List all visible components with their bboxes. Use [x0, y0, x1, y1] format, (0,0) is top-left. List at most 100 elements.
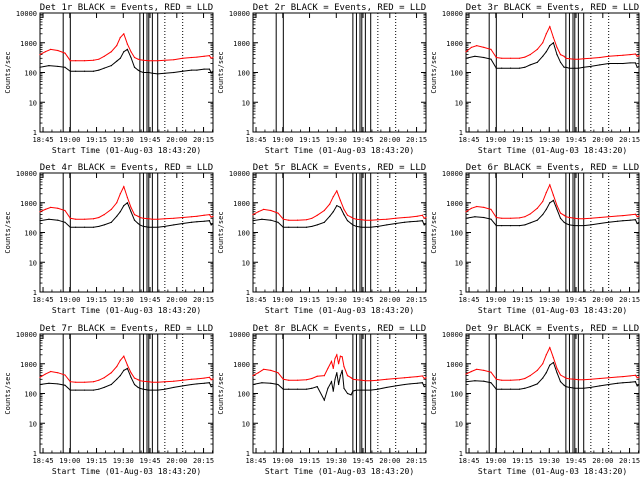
data-point [282, 378, 284, 380]
x-axis-label: Start Time (01-Aug-03 18:43:20) [265, 146, 414, 155]
data-point [339, 374, 341, 377]
data-point [252, 383, 254, 386]
data-point [495, 216, 497, 219]
data-point [164, 381, 166, 383]
data-point [330, 381, 333, 383]
data-point [110, 51, 112, 53]
data-point [361, 219, 363, 221]
y-tick-label: 1 [246, 129, 250, 137]
data-point [98, 225, 100, 228]
data-point [416, 215, 418, 217]
data-point [361, 379, 363, 381]
data-point [346, 374, 349, 377]
x-tick-label: 20:00 [166, 136, 187, 144]
data-point [110, 372, 112, 374]
panel-title: Det 7r BLACK = Events, RED = LLD [40, 324, 213, 334]
panel-title: Det 4r BLACK = Events, RED = LLD [40, 163, 213, 173]
x-tick-label: 19:30 [539, 457, 560, 465]
data-point [208, 213, 211, 216]
data-point [634, 213, 637, 215]
data-point [616, 54, 619, 57]
data-point [75, 381, 77, 383]
data-point [332, 196, 334, 198]
data-point [277, 383, 279, 386]
data-point [151, 60, 153, 62]
data-point [83, 226, 86, 228]
data-point [157, 226, 159, 228]
data-point [148, 389, 150, 391]
data-point [83, 70, 86, 72]
data-point [545, 51, 547, 53]
data-point [565, 216, 567, 218]
data-point [568, 67, 571, 69]
data-point [196, 69, 198, 71]
data-point [173, 224, 175, 226]
panel-title: Det 8r BLACK = Events, RED = LLD [253, 324, 426, 334]
data-point [148, 226, 150, 228]
x-tick-label: 19:00 [272, 457, 293, 465]
data-point [210, 379, 212, 381]
data-point [142, 225, 145, 228]
panel-title: Det 2r BLACK = Events, RED = LLD [253, 3, 426, 13]
y-tick-label: 10 [455, 99, 463, 107]
x-tick-label: 18:45 [245, 457, 266, 465]
data-point [518, 388, 521, 390]
data-point [574, 225, 576, 227]
data-point [350, 216, 352, 218]
data-point [346, 392, 349, 395]
plot-frame [465, 12, 640, 133]
data-point [552, 36, 554, 39]
y-tick-label: 1 [459, 129, 463, 137]
data-point [48, 382, 50, 384]
data-point [421, 220, 424, 222]
data-point [48, 65, 50, 67]
data-point [57, 65, 59, 68]
series-events [39, 201, 214, 228]
data-point [590, 65, 592, 68]
data-point [157, 381, 159, 383]
x-axis-label: Start Time (01-Aug-03 18:43:20) [52, 306, 201, 315]
data-point [552, 194, 554, 196]
data-point [403, 216, 406, 219]
y-tick-label: 10000 [16, 10, 37, 18]
data-point [208, 54, 211, 57]
data-point [69, 226, 71, 228]
data-point [636, 66, 638, 68]
x-tick-label: 18:45 [245, 136, 266, 144]
data-point [583, 218, 585, 220]
data-point [622, 62, 624, 65]
data-point [305, 388, 308, 390]
data-point [39, 211, 41, 213]
data-point [39, 53, 41, 56]
data-point [288, 388, 290, 390]
data-point [92, 389, 95, 391]
data-point [370, 219, 372, 221]
data-point [386, 218, 388, 220]
data-point [465, 57, 467, 59]
data-point [123, 355, 125, 357]
data-point [634, 53, 637, 55]
data-point [98, 388, 100, 390]
x-tick-label: 19:30 [539, 136, 560, 144]
data-point [98, 58, 100, 60]
data-point [270, 219, 272, 221]
data-point [196, 383, 198, 385]
data-point [203, 214, 205, 216]
data-point [110, 65, 112, 67]
data-point [119, 36, 121, 39]
data-point [490, 48, 492, 50]
plot-frame [252, 172, 427, 293]
data-point [636, 55, 638, 57]
data-point [126, 367, 128, 369]
data-point [336, 354, 338, 356]
data-point [196, 221, 198, 223]
data-point [542, 363, 544, 365]
data-point [252, 374, 254, 377]
data-point [559, 374, 562, 376]
y-tick-label: 1 [33, 129, 37, 137]
data-point [210, 216, 212, 218]
data-point [465, 373, 467, 375]
data-point [332, 367, 334, 369]
data-point [549, 25, 551, 28]
y-tick-label: 1 [246, 289, 250, 297]
